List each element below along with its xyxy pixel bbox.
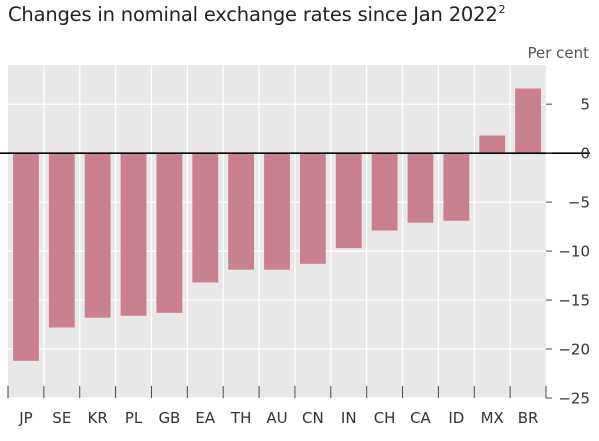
y-tick-label: −20 xyxy=(558,341,590,359)
x-tick-label-gb: GB xyxy=(158,409,180,427)
bar-br xyxy=(515,88,541,154)
x-tick-label-th: TH xyxy=(230,409,251,427)
x-tick-label-br: BR xyxy=(518,409,539,427)
y-tick-label: −10 xyxy=(558,243,590,261)
x-tick-label-ca: CA xyxy=(410,409,431,427)
bar-in xyxy=(335,153,362,249)
bar-ea xyxy=(192,153,219,283)
x-tick-label-pl: PL xyxy=(125,409,143,427)
y-axis-unit-label: Per cent xyxy=(527,44,589,62)
bar-pl xyxy=(120,153,147,316)
x-tick-label-cn: CN xyxy=(302,409,324,427)
bar-cn xyxy=(299,153,326,264)
x-tick-label-ch: CH xyxy=(374,409,396,427)
x-tick-label-in: IN xyxy=(341,409,357,427)
x-tick-label-ea: EA xyxy=(195,409,215,427)
bar-au xyxy=(264,153,290,270)
y-tick-label: −5 xyxy=(568,194,590,212)
bar-mx xyxy=(479,135,506,154)
x-tick-label-au: AU xyxy=(266,409,287,427)
bar-jp xyxy=(13,153,39,361)
bar-kr xyxy=(84,153,111,318)
x-tick-label-jp: JP xyxy=(18,409,32,427)
chart-title: Changes in nominal exchange rates since … xyxy=(8,3,506,26)
bar-ch xyxy=(371,153,398,231)
title-footnote-marker: 2 xyxy=(498,3,506,16)
bar-ca xyxy=(407,153,434,223)
x-tick-label-id: ID xyxy=(448,409,464,427)
x-tick-label-kr: KR xyxy=(88,409,108,427)
bar-se xyxy=(48,153,75,328)
x-tick-label-mx: MX xyxy=(481,409,504,427)
y-tick-label: 5 xyxy=(580,96,590,114)
y-tick-label: −25 xyxy=(558,390,590,408)
bar-id xyxy=(443,153,470,221)
x-tick-label-se: SE xyxy=(52,409,71,427)
bar-th xyxy=(228,153,255,270)
y-tick-label: 0 xyxy=(580,145,590,163)
y-tick-label: −15 xyxy=(558,292,590,310)
chart-title-text: Changes in nominal exchange rates since … xyxy=(8,3,498,26)
bar-gb xyxy=(156,153,183,313)
